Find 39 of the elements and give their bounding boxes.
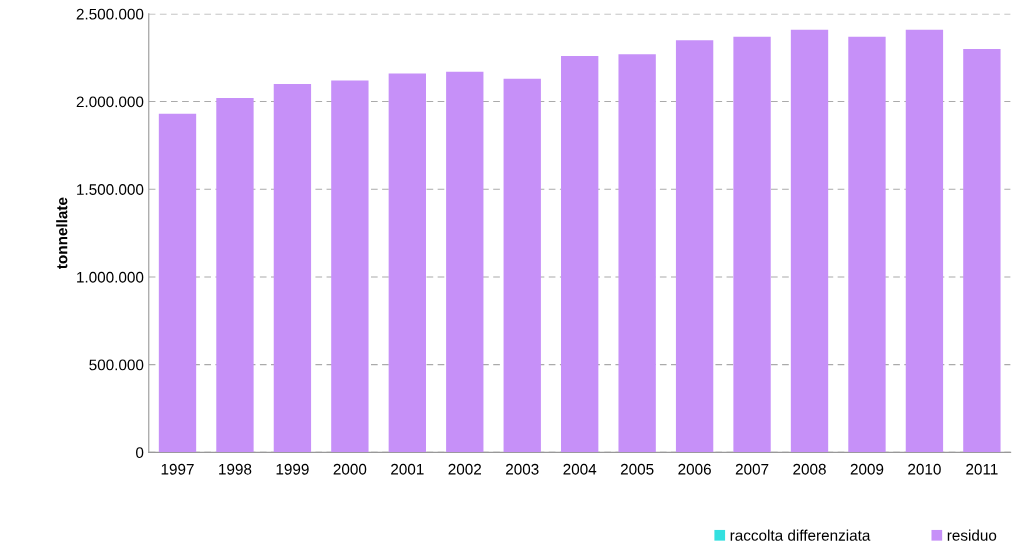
x-tick-label: 2003 bbox=[506, 463, 539, 475]
x-tick-label: 2004 bbox=[563, 463, 597, 475]
bar bbox=[790, 29, 829, 453]
bar bbox=[216, 98, 254, 453]
bar bbox=[273, 84, 312, 453]
bar bbox=[963, 48, 1001, 453]
x-tick-label: 2011 bbox=[966, 463, 998, 475]
x-tick-label: 2000 bbox=[333, 463, 367, 475]
bar bbox=[733, 36, 771, 453]
x-tick-label: 2008 bbox=[793, 463, 826, 475]
bar bbox=[388, 73, 426, 453]
y-tick-label: 0 bbox=[136, 447, 144, 459]
legend-label: raccolta differenziata bbox=[730, 529, 871, 541]
bar bbox=[446, 71, 484, 453]
y-tick-label: 500.000 bbox=[89, 359, 144, 371]
x-tick-label: 2010 bbox=[908, 463, 941, 475]
y-tick-label: 2.000.000 bbox=[76, 96, 144, 108]
y-tick-label: 2.500.000 bbox=[76, 8, 144, 20]
x-tick-label: 2007 bbox=[735, 463, 769, 475]
bar bbox=[503, 78, 541, 453]
x-tick-label: 1998 bbox=[219, 463, 252, 475]
x-tick-label: 1999 bbox=[276, 463, 309, 475]
x-tick-label: 2006 bbox=[678, 463, 711, 475]
y-tick-label: 1.500.000 bbox=[77, 184, 144, 195]
bar bbox=[158, 113, 197, 453]
x-tick-label: 2001 bbox=[391, 463, 424, 475]
x-tick-label: 2005 bbox=[620, 463, 654, 475]
bar bbox=[675, 40, 714, 453]
x-tick-label: 2009 bbox=[850, 463, 884, 475]
bar bbox=[561, 55, 599, 453]
bar bbox=[848, 36, 886, 453]
x-tick-label: 1997 bbox=[161, 463, 194, 475]
bar bbox=[905, 29, 944, 453]
x-tick-label: 2002 bbox=[448, 463, 482, 475]
legend-label: residuo bbox=[947, 529, 997, 541]
y-tick-label: 1.000.000 bbox=[77, 271, 144, 283]
bar bbox=[331, 80, 369, 453]
y-axis-title: tonnellate bbox=[56, 197, 68, 269]
bar bbox=[618, 54, 656, 453]
